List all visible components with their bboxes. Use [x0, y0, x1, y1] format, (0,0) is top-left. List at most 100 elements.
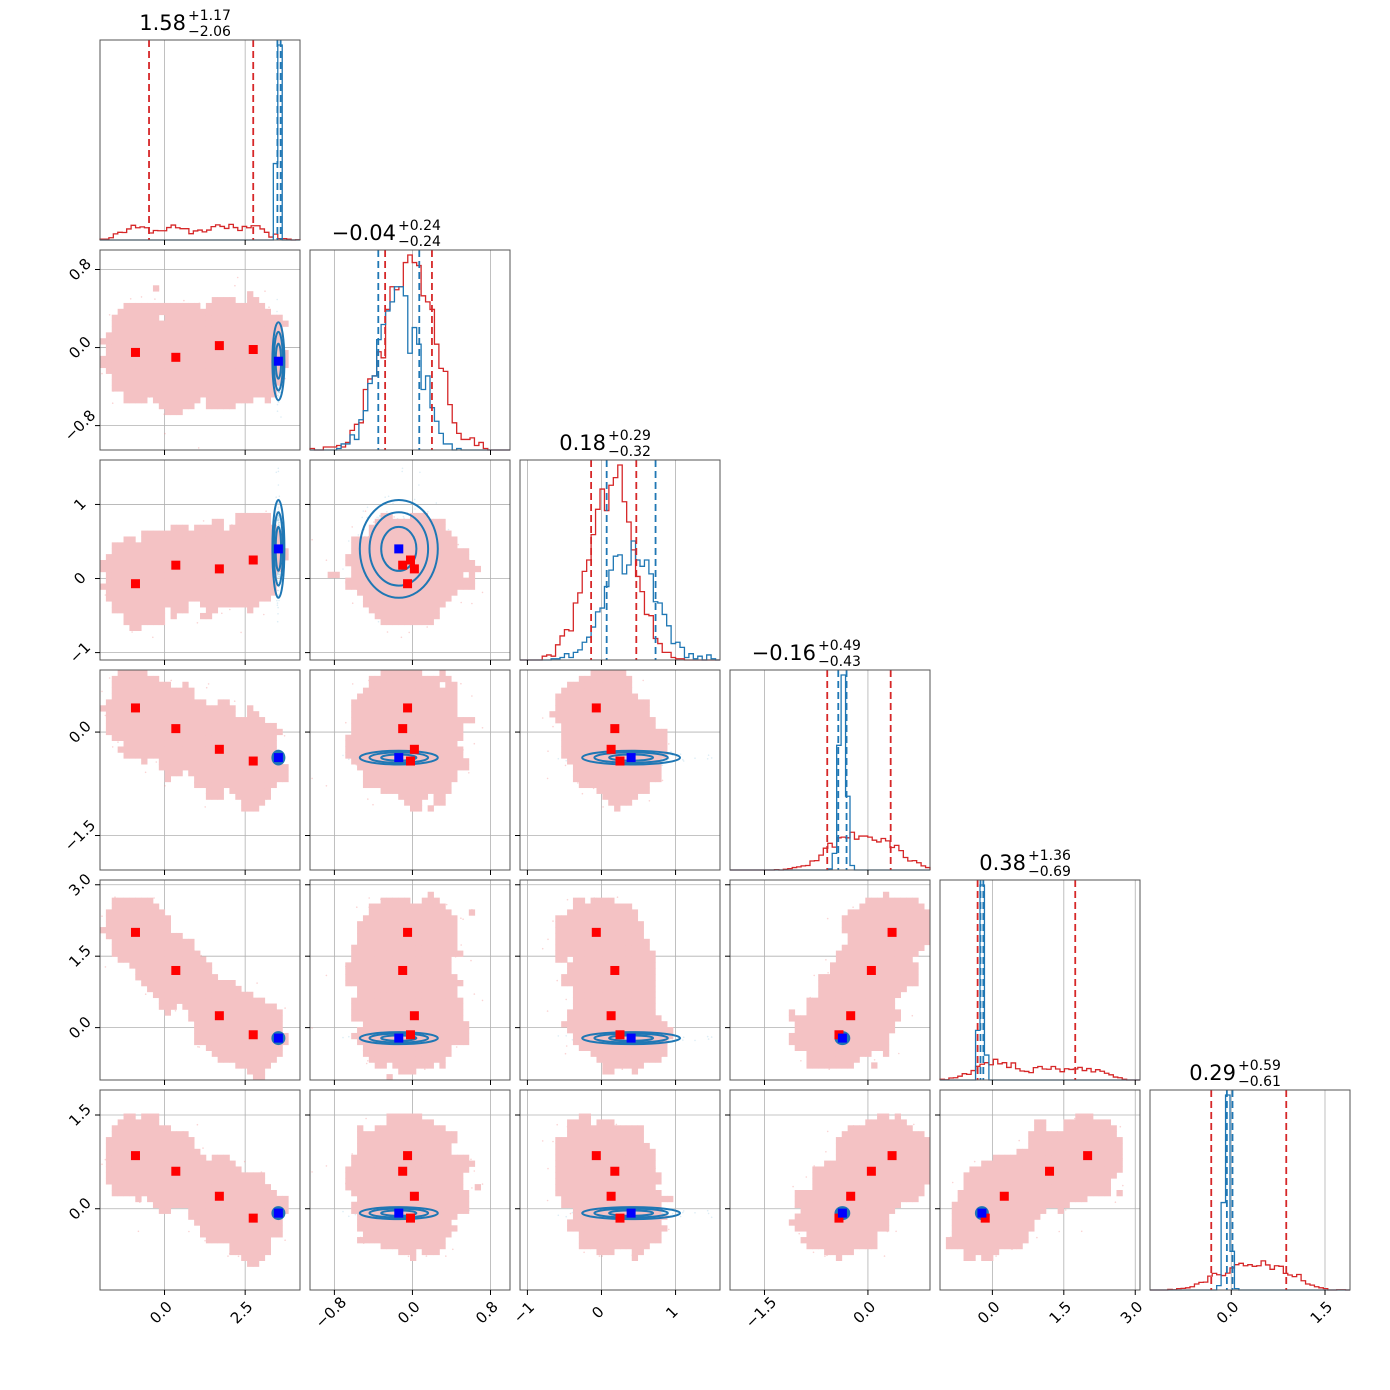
- red-density-cell: [247, 308, 254, 316]
- red-density-cell: [258, 518, 266, 526]
- red-density-cell: [147, 752, 154, 759]
- red-density-cell: [264, 722, 271, 730]
- red-density-cell: [217, 775, 224, 783]
- red-density-cell: [182, 332, 189, 339]
- red-density-cell: [264, 560, 271, 567]
- red-density-cell: [410, 607, 417, 614]
- red-density-cell: [164, 717, 171, 724]
- red-density-cell: [147, 577, 154, 584]
- red-density-cell: [158, 320, 166, 327]
- red-density-cell: [152, 379, 160, 386]
- red-density-cell: [176, 699, 183, 706]
- red-density-cell: [117, 350, 124, 357]
- red-density-cell: [194, 775, 201, 783]
- red-density-cell: [123, 705, 130, 712]
- y-tick-label-2-1: 0: [70, 569, 89, 588]
- red-density-cell: [147, 355, 154, 363]
- red-density-cell: [217, 402, 224, 410]
- red-density-cell: [170, 344, 177, 351]
- red-density-cell: [229, 728, 236, 736]
- red-density-cell: [194, 770, 201, 777]
- red-density-cell: [351, 548, 358, 555]
- red-density-cell: [164, 687, 171, 694]
- red-scatter-point: [364, 510, 367, 512]
- red-scatter-point: [183, 299, 185, 302]
- red-density-cell: [211, 391, 219, 398]
- red-density-cell: [158, 722, 166, 730]
- red-density-cell: [217, 320, 224, 327]
- red-density-cell: [439, 601, 446, 608]
- red-density-cell: [147, 717, 154, 724]
- red-density-cell: [200, 554, 207, 561]
- red-density-cell: [217, 705, 224, 712]
- red-density-cell: [194, 530, 201, 537]
- red-density-cell: [105, 699, 113, 706]
- red-density-cell: [176, 408, 183, 416]
- blue-scatter-point: [279, 391, 282, 394]
- red-density-cell: [117, 560, 124, 567]
- red-density-cell: [170, 332, 177, 339]
- red-density-cell: [398, 530, 405, 537]
- red-density-cell: [164, 379, 171, 386]
- red-density-cell: [135, 344, 142, 351]
- red-density-cell: [152, 589, 160, 596]
- red-density-cell: [258, 326, 266, 333]
- red-density-cell: [211, 314, 219, 321]
- red-density-cell: [247, 787, 254, 794]
- red-density-cell: [211, 734, 219, 741]
- red-density-cell: [147, 583, 154, 590]
- red-density-cell: [164, 705, 171, 712]
- red-density-cell: [229, 770, 236, 777]
- red-density-cell: [374, 536, 381, 543]
- red-density-cell: [264, 379, 271, 386]
- red-density-cell: [152, 687, 160, 694]
- red-density-cell: [111, 373, 119, 380]
- red-density-cell: [147, 612, 154, 620]
- red-density-cell: [123, 675, 130, 683]
- red-density-cell: [217, 722, 224, 730]
- red-density-cell: [152, 560, 160, 567]
- red-density-cell: [200, 379, 207, 386]
- red-density-cell: [188, 583, 195, 590]
- red-density-cell: [368, 589, 376, 596]
- red-density-cell: [194, 391, 201, 398]
- red-density-cell: [247, 571, 254, 579]
- red-density-cell: [241, 542, 248, 549]
- red-density-cell: [105, 717, 113, 724]
- red-density-cell: [200, 746, 207, 753]
- red-density-cell: [252, 711, 260, 718]
- red-density-cell: [152, 571, 160, 579]
- red-density-cell: [235, 332, 242, 339]
- red-density-cell: [200, 601, 207, 608]
- red-density-cell: [194, 560, 201, 567]
- y-tick-label-3-1: 0.0: [65, 717, 95, 747]
- red-density-cell: [362, 542, 370, 549]
- red-density-cell: [415, 554, 423, 561]
- red-density-cell: [176, 361, 183, 369]
- red-density-cell: [105, 361, 113, 369]
- red-density-cell: [235, 565, 242, 573]
- blue-mode-marker: [273, 356, 283, 366]
- red-density-cell: [404, 536, 411, 543]
- red-mode-marker: [214, 564, 224, 574]
- red-density-cell: [129, 536, 136, 543]
- red-density-cell: [258, 717, 266, 724]
- red-density-cell: [105, 565, 113, 573]
- red-density-cell: [152, 722, 160, 730]
- red-density-cell: [241, 548, 248, 555]
- red-density-cell: [105, 589, 113, 596]
- red-density-cell: [235, 589, 242, 596]
- blue-scatter-point: [418, 484, 420, 486]
- red-density-cell: [135, 675, 142, 683]
- red-density-cell: [229, 740, 236, 747]
- red-density-cell: [223, 554, 230, 561]
- red-density-cell: [176, 571, 183, 579]
- red-density-cell: [194, 350, 201, 357]
- red-density-cell: [141, 344, 148, 351]
- red-density-cell: [445, 548, 452, 555]
- red-density-cell: [164, 320, 171, 327]
- red-density-cell: [433, 612, 440, 620]
- red-scatter-point: [101, 372, 103, 375]
- red-density-cell: [247, 799, 254, 806]
- red-density-cell: [235, 373, 242, 380]
